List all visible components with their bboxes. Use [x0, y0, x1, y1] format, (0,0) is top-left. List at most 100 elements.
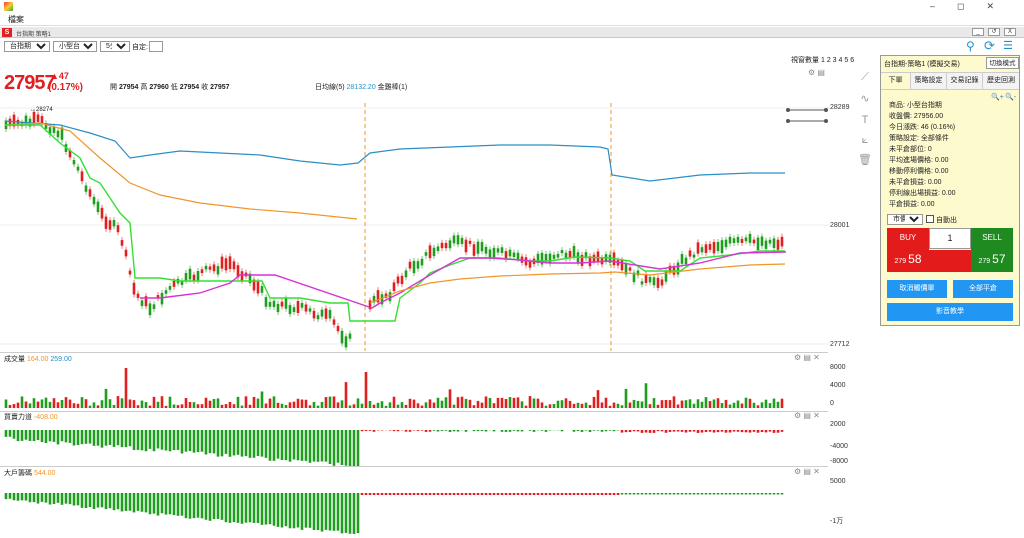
zoom-in-icon[interactable]: 🔍+	[991, 94, 1004, 101]
big-bar	[728, 493, 732, 495]
info-unrealized: 未平倉損益: 0.00	[889, 179, 942, 186]
candle	[556, 253, 560, 258]
minimize-button[interactable]: _	[972, 28, 984, 36]
volume-bar	[44, 397, 48, 408]
big-bar	[340, 493, 344, 534]
tab-backtest[interactable]: 歷史回測	[987, 77, 1015, 84]
force-bar	[688, 430, 692, 432]
text-tool-icon[interactable]: T	[861, 114, 869, 126]
volume-bar	[76, 403, 80, 408]
volume-bar	[328, 396, 332, 408]
force-bar	[228, 430, 232, 457]
big-panel-tools[interactable]: ⚙ ▤ ✕	[794, 467, 820, 476]
volume-bar	[108, 399, 112, 408]
big-bar	[464, 493, 468, 495]
window-count-3[interactable]: 3	[832, 57, 837, 64]
buy-button[interactable]: BUY 279 58	[887, 228, 929, 272]
volume-bar	[312, 401, 316, 408]
volume-bar	[48, 401, 52, 408]
volume-bar	[544, 405, 548, 408]
force-bar	[76, 430, 80, 446]
fan-tool-icon[interactable]: ⟀	[861, 134, 869, 146]
candle	[748, 233, 752, 243]
close-all-button[interactable]: 全部平倉	[953, 280, 1013, 298]
high-label: 高	[140, 84, 148, 91]
switch-mode-button[interactable]: 切換模式	[986, 57, 1019, 69]
force-bar	[676, 430, 680, 432]
divider	[0, 411, 828, 412]
volume-bar	[192, 402, 196, 408]
vol-tick-1: 8000	[830, 364, 846, 371]
volume-bar	[276, 402, 280, 408]
menu-file[interactable]: 檔案	[8, 15, 24, 24]
big-bar	[392, 493, 396, 495]
restore-button[interactable]: ↺	[988, 28, 1000, 36]
big-bar	[76, 493, 80, 506]
force-bar	[324, 430, 328, 462]
force-bar	[436, 430, 440, 432]
big-bar	[356, 493, 360, 534]
custom-input[interactable]	[149, 41, 163, 52]
candle	[288, 305, 292, 315]
candle	[692, 254, 696, 258]
big-bar	[724, 493, 728, 495]
big-bar	[636, 493, 640, 495]
interval-select[interactable]: 5分K	[100, 41, 130, 52]
candle	[540, 252, 544, 265]
big-bar	[328, 493, 332, 531]
trash-icon[interactable]: 🗑	[858, 154, 872, 166]
cancel-all-button[interactable]: 取消觸價單	[887, 280, 947, 298]
sell-button[interactable]: SELL 279 57	[971, 228, 1013, 272]
curve-tool-icon[interactable]: ∿	[860, 93, 870, 105]
auto-exit-checkbox[interactable]	[926, 215, 934, 223]
volume-panel-tools[interactable]: ⚙ ▤ ✕	[794, 353, 820, 362]
tab-strategy[interactable]: 策略設定	[911, 73, 947, 89]
user-list-icon[interactable]: ☰	[1003, 40, 1013, 52]
force-bar	[244, 430, 248, 457]
big-bar	[344, 493, 348, 533]
big-bar	[20, 493, 24, 501]
gold-label: 金雞棒(1)	[377, 84, 408, 91]
close-label: 收	[201, 84, 209, 91]
big-bar	[476, 493, 480, 495]
volume-bar	[20, 396, 24, 408]
force-bar	[116, 430, 120, 446]
force-panel-tools[interactable]: ⚙ ▤ ✕	[794, 411, 820, 420]
force-bar	[708, 430, 712, 432]
contract-select[interactable]: 小型台指期	[53, 41, 97, 52]
big-bar	[708, 493, 712, 495]
window-controls[interactable]: –◻✕	[930, 1, 1017, 11]
refresh-icon[interactable]: ⟳	[984, 38, 995, 53]
candle	[48, 127, 52, 135]
big-bar	[660, 493, 664, 495]
tab-order[interactable]: 下單	[881, 73, 911, 89]
force-bar	[8, 430, 12, 437]
big-bar	[628, 493, 632, 495]
tab-records[interactable]: 交易記錄	[947, 73, 983, 89]
volume-bar	[692, 403, 696, 408]
video-tutorial-button[interactable]: 影音教學	[887, 303, 1013, 321]
window-count-1[interactable]: 1	[820, 57, 825, 64]
big-bar	[592, 493, 596, 495]
zoom-out-icon[interactable]: 🔍-	[1005, 94, 1017, 101]
window-count-4[interactable]: 4	[838, 57, 843, 64]
quantity-input[interactable]: 1	[929, 228, 971, 249]
big-bar	[192, 493, 196, 519]
signal-icon[interactable]: ⚲	[966, 39, 975, 53]
panel-tools-icon[interactable]: ⚙ ▤	[808, 68, 825, 77]
order-type-select[interactable]: 市價單	[887, 214, 923, 225]
big-bar	[128, 493, 132, 511]
candle	[284, 298, 288, 309]
close-button[interactable]: X	[1004, 28, 1016, 36]
window-count-5[interactable]: 5	[844, 57, 849, 64]
candle	[580, 254, 584, 266]
big-bar	[696, 493, 700, 495]
window-count-6[interactable]: 6	[850, 57, 855, 64]
force-title: 買賣力道	[4, 414, 32, 421]
peak-label: ←28274	[30, 107, 53, 113]
line-tool-icon[interactable]: ⟋	[861, 71, 869, 83]
volume-bar	[220, 404, 224, 408]
window-count-2[interactable]: 2	[826, 57, 831, 64]
symbol-select[interactable]: 台指期	[4, 41, 50, 52]
volume-bar	[476, 400, 480, 408]
